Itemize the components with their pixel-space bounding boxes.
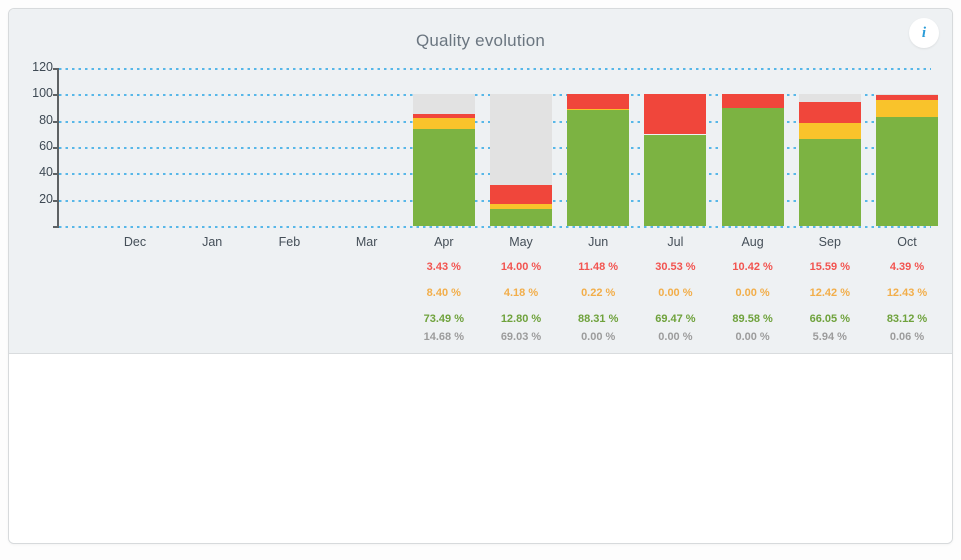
percent-value-gray: 14.68 % <box>406 331 482 343</box>
bar-segment-gray[interactable] <box>413 94 475 113</box>
percent-value-yellow: 12.42 % <box>792 287 868 299</box>
bar-segment-red[interactable] <box>644 94 706 134</box>
percent-value-green: 83.12 % <box>869 313 945 325</box>
x-axis-label: Jul <box>637 235 713 249</box>
percent-value-green: 73.49 % <box>406 313 482 325</box>
y-axis-label: 40 <box>9 165 53 179</box>
bar-segment-green[interactable] <box>722 108 784 226</box>
percent-value-yellow: 0.00 % <box>715 287 791 299</box>
percent-value-yellow: 8.40 % <box>406 287 482 299</box>
bar-segment-green[interactable] <box>413 129 475 226</box>
x-axis-label: Sep <box>792 235 868 249</box>
gridline <box>59 226 931 228</box>
x-axis-label: May <box>483 235 559 249</box>
percent-value-yellow: 12.43 % <box>869 287 945 299</box>
y-axis-label: 20 <box>9 192 53 206</box>
y-axis-label: 60 <box>9 139 53 153</box>
percent-value-yellow: 4.18 % <box>483 287 559 299</box>
bar-segment-red[interactable] <box>876 94 938 100</box>
bar-segment-yellow[interactable] <box>413 118 475 129</box>
percent-value-red: 15.59 % <box>792 261 868 273</box>
y-axis-label: 80 <box>9 113 53 127</box>
bar-segment-gray[interactable] <box>490 94 552 185</box>
bar-segment-yellow[interactable] <box>799 123 861 139</box>
percent-value-red: 11.48 % <box>560 261 636 273</box>
percent-value-yellow: 0.00 % <box>637 287 713 299</box>
bar-segment-red[interactable] <box>490 185 552 203</box>
page-title: Quality evolution <box>9 31 952 51</box>
y-axis-label: 120 <box>9 60 53 74</box>
percent-value-red: 14.00 % <box>483 261 559 273</box>
bar-segment-green[interactable] <box>644 135 706 227</box>
x-axis-label: Oct <box>869 235 945 249</box>
bar-segment-green[interactable] <box>567 110 629 226</box>
gridline <box>59 68 931 70</box>
percent-value-red: 30.53 % <box>637 261 713 273</box>
percent-value-red: 3.43 % <box>406 261 482 273</box>
percent-value-green: 12.80 % <box>483 313 559 325</box>
bar-segment-yellow[interactable] <box>490 204 552 210</box>
bar-segment-green[interactable] <box>799 139 861 226</box>
bar-segment-red[interactable] <box>799 102 861 123</box>
bar-segment-red[interactable] <box>413 114 475 119</box>
bar-segment-gray[interactable] <box>799 94 861 102</box>
percent-value-gray: 0.06 % <box>869 331 945 343</box>
x-axis-label: Apr <box>406 235 482 249</box>
percent-value-gray: 0.00 % <box>637 331 713 343</box>
percent-value-green: 66.05 % <box>792 313 868 325</box>
percent-value-gray: 0.00 % <box>560 331 636 343</box>
percent-value-gray: 0.00 % <box>715 331 791 343</box>
x-axis-label: Jan <box>174 235 250 249</box>
y-axis <box>57 68 59 228</box>
bar-segment-green[interactable] <box>876 117 938 226</box>
info-icon: i <box>909 18 939 48</box>
info-button[interactable]: i <box>909 18 939 48</box>
percent-value-gray: 5.94 % <box>792 331 868 343</box>
bar-segment-green[interactable] <box>490 209 552 226</box>
percent-value-red: 4.39 % <box>869 261 945 273</box>
percent-value-gray: 69.03 % <box>483 331 559 343</box>
x-axis-label: Mar <box>329 235 405 249</box>
x-axis-label: Aug <box>715 235 791 249</box>
bar-segment-red[interactable] <box>722 94 784 108</box>
percent-value-red: 10.42 % <box>715 261 791 273</box>
x-axis-label: Dec <box>97 235 173 249</box>
activity-panel: Activity octnovdecjanfebmaraprmayjunjula… <box>9 355 952 543</box>
percent-value-yellow: 0.22 % <box>560 287 636 299</box>
percent-value-green: 88.31 % <box>560 313 636 325</box>
y-axis-label: 100 <box>9 86 53 100</box>
percent-value-green: 69.47 % <box>637 313 713 325</box>
percent-value-green: 89.58 % <box>715 313 791 325</box>
bar-segment-red[interactable] <box>567 94 629 109</box>
bar-segment-yellow[interactable] <box>876 100 938 116</box>
x-axis-label: Feb <box>251 235 327 249</box>
x-axis-label: Jun <box>560 235 636 249</box>
